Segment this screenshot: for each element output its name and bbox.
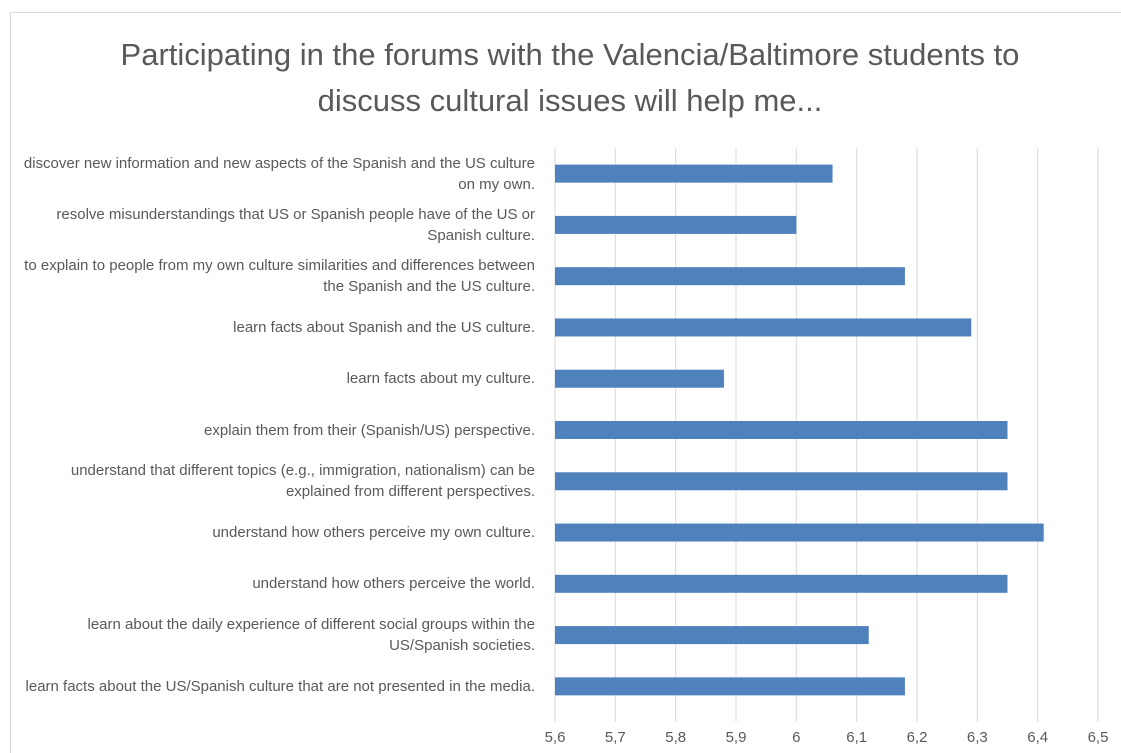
bar: [555, 369, 724, 388]
x-tick-label: 5,6: [545, 729, 566, 746]
x-tick-label: 6,4: [1027, 729, 1048, 746]
y-tick-label: understand that different topics (e.g., …: [70, 462, 535, 501]
y-tick-label: learn facts about Spanish and the US cul…: [233, 318, 535, 336]
y-tick-label: learn facts about the US/Spanish culture…: [25, 677, 535, 695]
y-tick-label: explain them from their (Spanish/US) per…: [204, 421, 535, 439]
bar: [555, 677, 905, 696]
y-tick-label: to explain to people from my own culture…: [24, 257, 535, 296]
bar: [555, 267, 905, 286]
x-tick-label: 6,5: [1088, 729, 1109, 746]
y-tick-label: learn facts about my culture.: [346, 370, 535, 388]
bar: [555, 626, 869, 645]
bar: [555, 472, 1008, 491]
bar: [555, 523, 1044, 542]
bar: [555, 574, 1008, 593]
x-tick-label: 6: [792, 729, 800, 746]
chart-border: [10, 12, 1121, 753]
y-tick-label: resolve misunderstandings that US or Spa…: [56, 205, 535, 244]
x-tick-label: 6,2: [907, 729, 928, 746]
bar: [555, 164, 833, 183]
bar: [555, 421, 1008, 439]
bar: [555, 318, 972, 337]
x-tick-label: 5,9: [726, 729, 747, 746]
y-tick-label: understand how others perceive my own cu…: [212, 524, 535, 542]
x-tick-label: 6,3: [967, 729, 988, 746]
bar: [555, 215, 797, 234]
chart-title: Participating in the forums with the Val…: [120, 37, 1020, 118]
y-tick-label: discover new information and new aspects…: [23, 154, 535, 193]
x-tick-label: 6,1: [846, 729, 867, 746]
x-tick-label: 5,7: [605, 729, 626, 746]
y-tick-label: understand how others perceive the world…: [252, 575, 535, 593]
x-tick-label: 5,8: [665, 729, 686, 746]
y-tick-label: learn about the daily experience of diff…: [87, 616, 535, 655]
